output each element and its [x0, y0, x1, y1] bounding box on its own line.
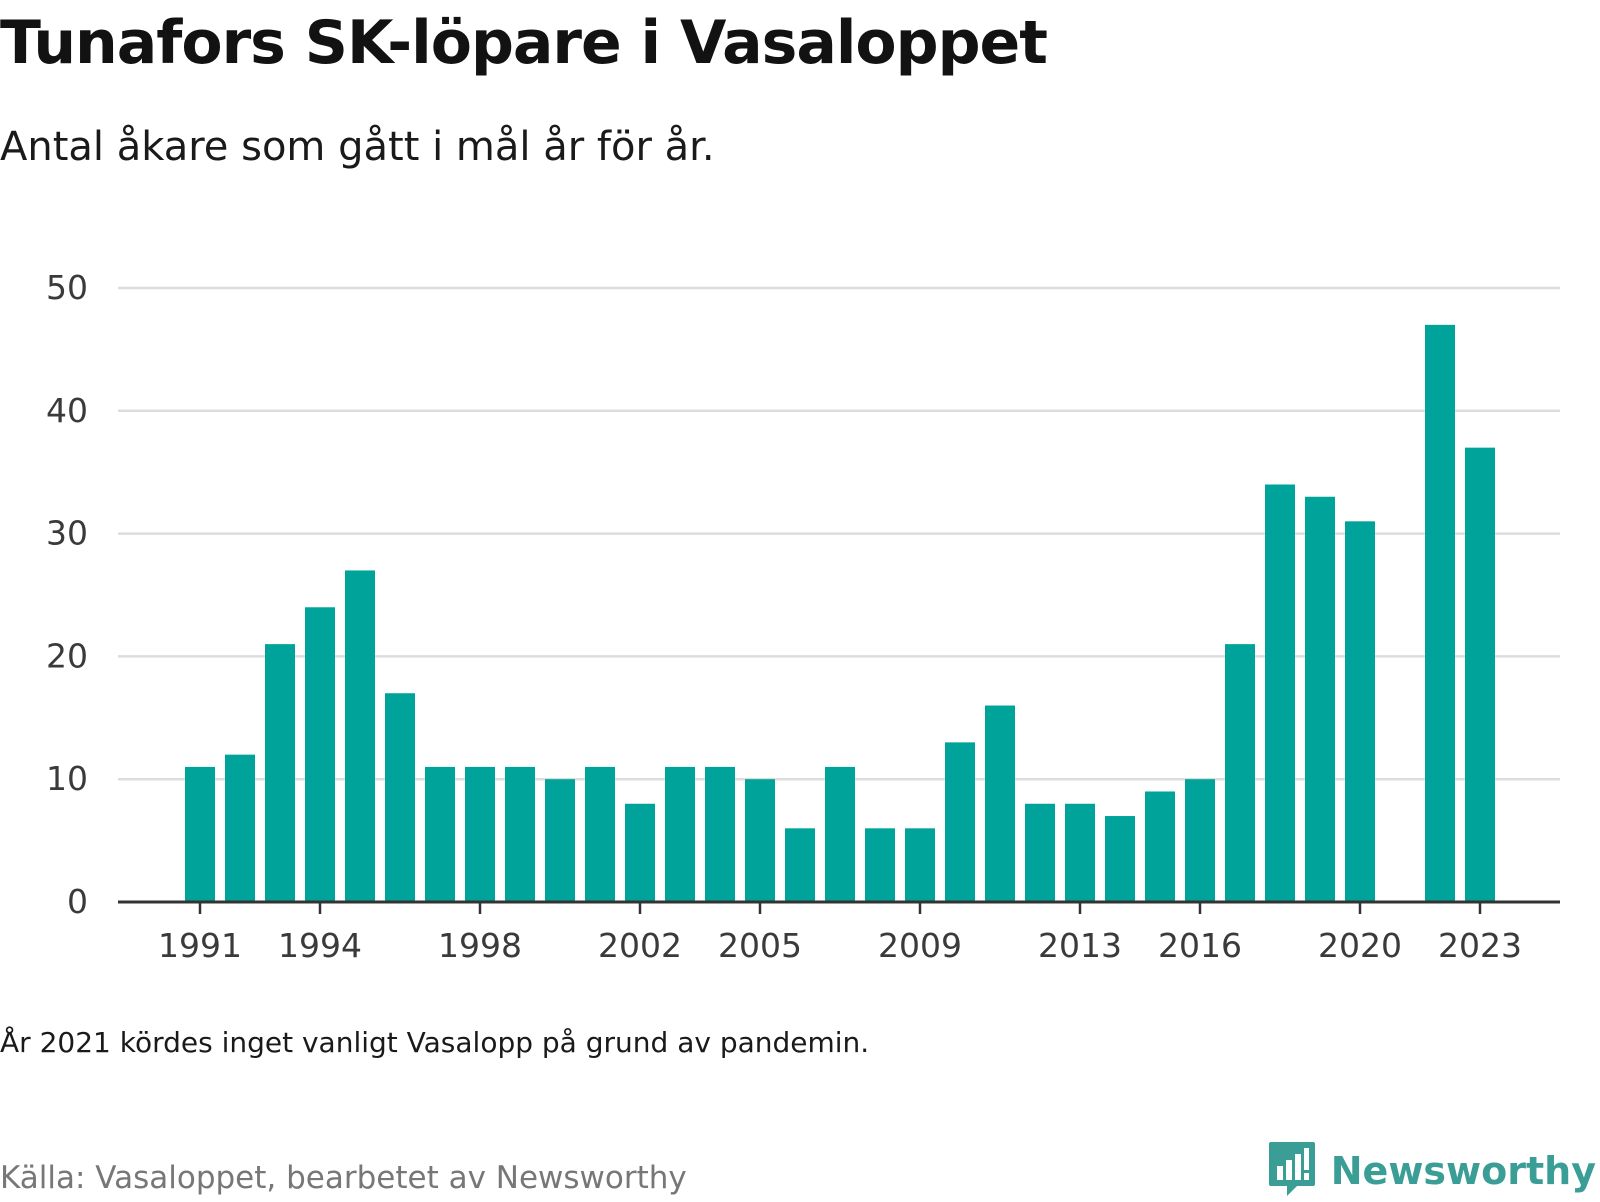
y-tick-label-50: 50 [46, 268, 88, 307]
bars [185, 324, 1495, 903]
bar-2017 [1225, 644, 1255, 902]
bar-2013 [1065, 803, 1095, 902]
newsworthy-logo-icon [1267, 1140, 1317, 1202]
bar-1998 [465, 766, 495, 902]
bar-1999 [505, 766, 535, 902]
bar-2022 [1425, 324, 1455, 903]
bar-1991 [185, 766, 215, 902]
bar-2001 [585, 766, 615, 902]
x-tick-labels: 1991 1994 1998 2002 2005 2009 2013 2016 2020 2023 [158, 926, 1522, 965]
y-tick-labels: 0 10 20 30 40 50 [46, 268, 88, 921]
chart-subtitle: Antal åkare som gått i mål år för år. [0, 124, 715, 170]
bar-2006 [785, 828, 815, 902]
x-tick-label-1991: 1991 [158, 926, 242, 965]
bar-1993 [265, 644, 295, 902]
bar-2016 [1185, 779, 1215, 902]
brand-name: Newsworthy [1330, 1149, 1596, 1193]
bar-2007 [825, 766, 855, 902]
bar-1997 [425, 766, 455, 902]
y-tick-label-40: 40 [46, 391, 88, 430]
x-tick-label-1998: 1998 [438, 926, 522, 965]
bar-2010 [945, 742, 975, 902]
bar-2004 [705, 766, 735, 902]
bar-2011 [985, 705, 1015, 902]
x-tick-label-2016: 2016 [1158, 926, 1242, 965]
y-tick-label-30: 30 [46, 514, 88, 553]
x-tick-label-2009: 2009 [878, 926, 962, 965]
bar-2003 [665, 766, 695, 902]
bar-1996 [385, 693, 415, 902]
bar-2000 [545, 779, 575, 902]
y-tick-label-10: 10 [46, 759, 88, 798]
bar-2008 [865, 828, 895, 902]
x-axis [118, 900, 1560, 914]
x-tick-label-2005: 2005 [718, 926, 802, 965]
bar-2015 [1145, 791, 1175, 902]
chart-title: Tunafors SK-löpare i Vasaloppet [0, 8, 1048, 78]
x-tick-label-2020: 2020 [1318, 926, 1402, 965]
footnote: År 2021 kördes inget vanligt Vasalopp på… [0, 1026, 870, 1059]
source-credit: Källa: Vasaloppet, bearbetet av Newswort… [0, 1160, 687, 1196]
y-tick-label-0: 0 [67, 882, 88, 921]
bar-1992 [225, 754, 255, 902]
brand-logo: Newsworthy [1267, 1140, 1596, 1202]
bar-1995 [345, 570, 375, 902]
x-tick-label-1994: 1994 [278, 926, 362, 965]
bar-2018 [1265, 484, 1295, 902]
bar-2014 [1105, 816, 1135, 902]
y-tick-label-20: 20 [46, 636, 88, 675]
bar-2019 [1305, 496, 1335, 902]
bar-1994 [305, 607, 335, 902]
x-tick-label-2002: 2002 [598, 926, 682, 965]
bar-2020 [1345, 521, 1375, 902]
x-tick-label-2013: 2013 [1038, 926, 1122, 965]
x-tick-label-2023: 2023 [1438, 926, 1522, 965]
bar-2002 [625, 803, 655, 902]
bar-2009 [905, 828, 935, 902]
bar-2005 [745, 779, 775, 902]
bar-2012 [1025, 803, 1055, 902]
bar-2023 [1465, 447, 1495, 902]
bar-chart: 0 10 20 30 40 50 1991 1994 1998 2002 2005 2009 2013… [46, 268, 1560, 965]
